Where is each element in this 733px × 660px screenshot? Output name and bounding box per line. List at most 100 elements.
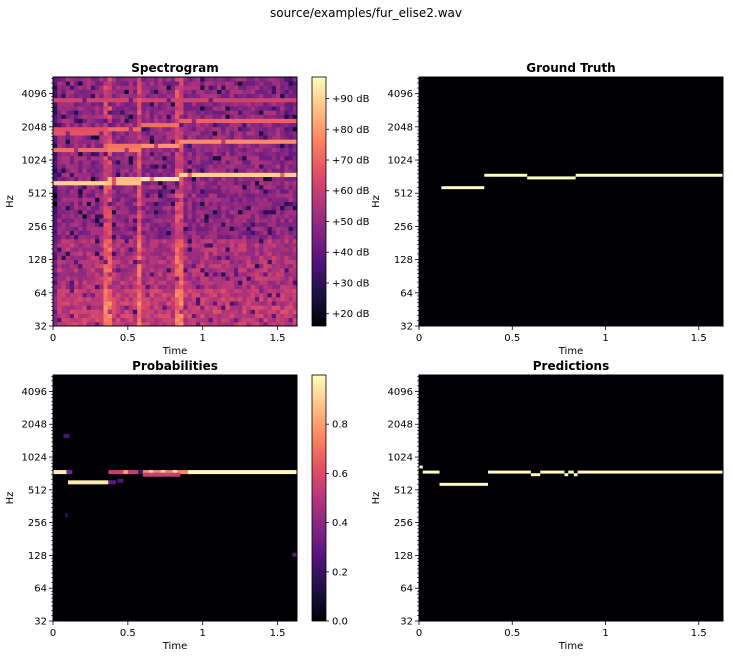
- spectrogram-cell: [271, 197, 277, 202]
- spectrogram-cell: [288, 126, 294, 132]
- spectrogram-cell: [280, 184, 285, 190]
- spectrogram-cell: [99, 155, 104, 161]
- spectrogram-cell: [271, 155, 277, 161]
- spectrogram-cell: [208, 143, 214, 148]
- spectrogram-cell: [69, 292, 75, 298]
- spectrogram-cell: [153, 230, 159, 236]
- spectrogram-cell: [284, 126, 289, 132]
- spectrogram-cell: [124, 234, 130, 240]
- spectrogram-cell: [259, 288, 264, 294]
- spectrogram-cell: [103, 201, 109, 207]
- spectrogram-cell: [187, 313, 193, 319]
- spectrogram-cell: [196, 317, 201, 323]
- spectrogram-cell: [137, 176, 142, 182]
- spectrogram-cell: [141, 130, 146, 136]
- spectrogram-cell: [275, 155, 281, 161]
- spectrogram-cell: [275, 93, 281, 99]
- spectrogram-cell: [259, 143, 264, 148]
- spectrogram-cell: [288, 151, 294, 157]
- spectrogram-cell: [284, 288, 289, 294]
- spectrogram-cell: [254, 168, 260, 173]
- spectrogram-cell: [74, 114, 79, 119]
- spectrogram-cell: [53, 122, 58, 128]
- spectrogram-cell: [170, 81, 176, 86]
- spectrogram-cell: [78, 243, 83, 248]
- spectrogram-cell: [124, 168, 130, 173]
- spectrogram-cell: [65, 226, 71, 231]
- spectrogram-cell: [196, 209, 201, 215]
- spectrogram-cell: [187, 114, 193, 119]
- spectrogram-cell: [78, 126, 83, 132]
- spectrogram-cell: [221, 284, 226, 290]
- spectrogram-cell: [57, 243, 62, 248]
- spectrogram-cell: [141, 97, 146, 103]
- spectrogram-cell: [183, 151, 189, 157]
- spectrogram-cell: [124, 259, 130, 265]
- spectrogram-cell: [74, 209, 79, 215]
- spectrogram-cell: [116, 288, 121, 294]
- spectrogram-cell: [187, 247, 193, 252]
- spectrogram-cell: [254, 197, 260, 202]
- spectrogram-cell: [229, 292, 235, 298]
- spectrogram-cell: [124, 89, 130, 94]
- spectrogram-cell: [196, 155, 201, 161]
- colorbar-tick-label: +40 dB: [332, 248, 370, 259]
- spectrogram-cell: [187, 176, 193, 182]
- spectrogram-cell: [288, 213, 294, 219]
- spectrogram-cell: [61, 126, 67, 132]
- spectrogram-cell: [162, 176, 167, 182]
- spectrogram-cell: [200, 238, 205, 244]
- spectrogram-cell: [137, 317, 142, 323]
- spectrogram-cell: [107, 234, 113, 240]
- spectrogram-cell: [153, 305, 159, 310]
- spectrogram-cell: [124, 263, 130, 269]
- spectrogram-cell: [74, 160, 79, 165]
- spectrogram-cell: [280, 230, 285, 236]
- spectrogram-cell: [200, 147, 205, 153]
- spectrogram-cell: [196, 276, 201, 281]
- spectrogram-cell: [153, 209, 159, 215]
- spectrogram-cell: [246, 147, 252, 153]
- spectrogram-cell: [229, 263, 235, 269]
- spectrogram-cell: [124, 255, 130, 260]
- spectrogram-cell: [212, 122, 218, 128]
- spectrogram-cell: [175, 81, 180, 86]
- spectrogram-cell: [86, 118, 92, 124]
- spectrogram-cell: [191, 284, 197, 290]
- spectrogram-cell: [61, 280, 67, 285]
- spectrogram-cell: [212, 263, 218, 269]
- spectrogram-cell: [250, 122, 256, 128]
- axes-frame: [52, 374, 298, 622]
- spectrogram-cell: [69, 321, 75, 327]
- spectrogram-cell: [288, 255, 294, 260]
- spectrogram-cell: [263, 130, 268, 136]
- spectrogram-cell: [137, 209, 142, 215]
- spectrogram-cell: [208, 263, 214, 269]
- spectrogram-cell: [187, 301, 193, 306]
- spectrogram-cell: [90, 143, 96, 148]
- spectrogram-cell: [78, 168, 83, 173]
- spectrogram-cell: [246, 226, 252, 231]
- spectrogram-cell: [254, 151, 260, 157]
- x-tick-label: 1.5: [270, 628, 286, 639]
- spectrogram-cell: [246, 284, 252, 290]
- spectrogram-cell: [187, 288, 193, 294]
- spectrogram-cell: [288, 276, 294, 281]
- spectrogram-cell: [120, 130, 125, 136]
- spectrogram-cell: [246, 93, 252, 99]
- spectrogram-cell: [158, 160, 163, 165]
- spectrogram-cell: [86, 280, 92, 285]
- spectrogram-cell: [212, 85, 218, 90]
- spectrogram-cell: [229, 296, 235, 302]
- spectrogram-cell: [204, 243, 210, 248]
- spectrogram-cell: [200, 155, 205, 161]
- spectrogram-cell: [191, 213, 197, 219]
- spectrogram-cell: [153, 189, 159, 194]
- spectrogram-cell: [292, 288, 298, 294]
- spectrogram-cell: [292, 321, 298, 327]
- spectrogram-cell: [267, 139, 273, 144]
- spectrogram-cell: [242, 168, 247, 173]
- spectrogram-cell: [124, 218, 130, 223]
- spectrogram-cell: [95, 288, 100, 294]
- spectrogram-cell: [292, 122, 298, 128]
